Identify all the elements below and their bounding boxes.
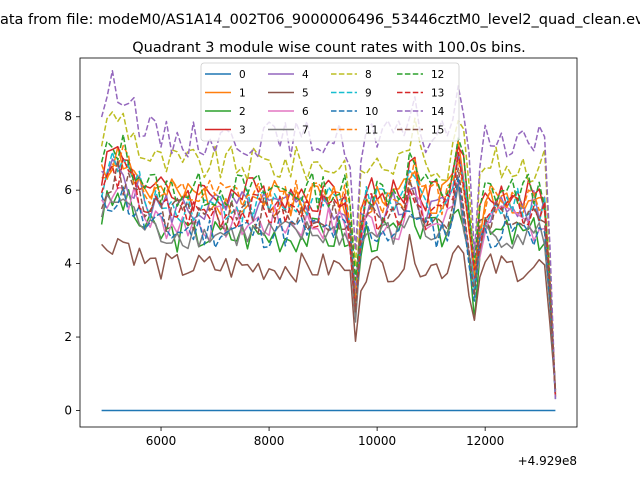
legend-label-7: 7 <box>302 125 309 137</box>
series-line-9 <box>100 151 557 399</box>
legend-label-14: 14 <box>431 106 445 118</box>
y-tick-label: 0 <box>64 403 72 417</box>
series-line-11 <box>100 144 557 393</box>
legend-label-2: 2 <box>239 106 246 118</box>
legend-label-12: 12 <box>431 69 444 81</box>
chart-suptitle: data from file: modeM0/AS1A14_002T06_900… <box>0 12 640 28</box>
legend-label-13: 13 <box>431 88 444 100</box>
series-line-13 <box>100 151 557 397</box>
x-tick-label: 12000 <box>466 434 504 448</box>
series-line-12 <box>100 133 557 395</box>
x-tick-label: 10000 <box>358 434 396 448</box>
legend-label-0: 0 <box>239 69 246 81</box>
y-tick-label: 6 <box>64 183 72 197</box>
series-line-15 <box>100 159 557 391</box>
x-tick-label: 6000 <box>146 434 177 448</box>
legend-label-5: 5 <box>302 88 309 100</box>
series-line-5 <box>101 233 557 390</box>
axes-frame <box>79 57 578 428</box>
legend-label-9: 9 <box>365 88 372 100</box>
legend-box <box>200 62 460 142</box>
series-line-8 <box>100 111 557 397</box>
series-layer <box>100 69 557 412</box>
series-line-3 <box>100 145 557 397</box>
series-line-1 <box>101 139 557 392</box>
legend-label-1: 1 <box>239 88 246 100</box>
y-tick-label: 8 <box>64 110 72 124</box>
legend-label-11: 11 <box>365 125 378 137</box>
legend-label-15: 15 <box>431 125 444 137</box>
y-tick-label: 2 <box>64 330 72 344</box>
y-tick-label: 4 <box>64 257 72 271</box>
series-line-10 <box>100 175 557 391</box>
chart-title: Quadrant 3 module wise count rates with … <box>132 40 526 56</box>
series-line-2 <box>100 189 557 394</box>
legend-label-8: 8 <box>365 69 372 81</box>
legend-label-10: 10 <box>365 106 378 118</box>
legend-label-3: 3 <box>239 125 246 137</box>
ticks-layer: 6000 8000 10000 12000 0 2 4 6 8 <box>64 110 504 448</box>
x-tick-label: 8000 <box>254 434 285 448</box>
x-offset-label: +4.929e8 <box>518 454 577 468</box>
legend-label-4: 4 <box>302 69 309 81</box>
series-line-14 <box>100 69 557 400</box>
legend-label-6: 6 <box>302 106 309 118</box>
